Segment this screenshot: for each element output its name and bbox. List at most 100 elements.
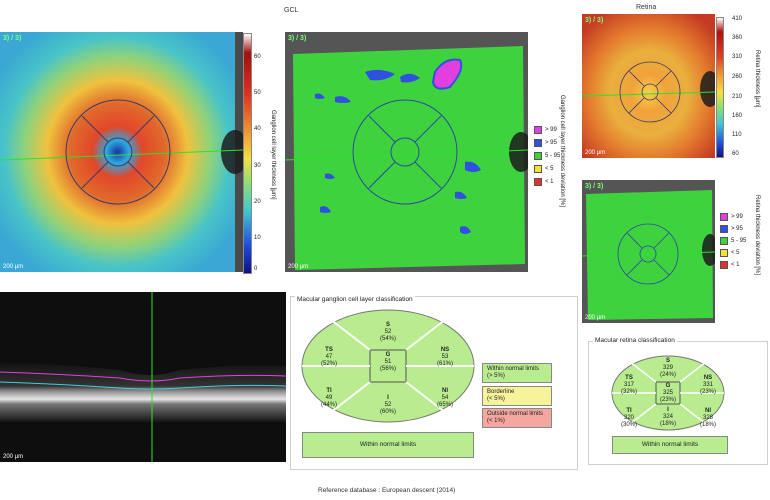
- retina-title: Retina: [636, 4, 657, 11]
- gcl-sector-ts-name: TS: [325, 347, 333, 353]
- gcl-sector-ns-name: NS: [440, 347, 450, 353]
- gcl-colorbar: [243, 33, 252, 274]
- gcl-legend-swatch-lt1: [534, 178, 542, 186]
- retina-classification-chart: [611, 355, 725, 431]
- gcl-sector-s-value: 52: [384, 329, 392, 335]
- gcl-sector-ti: TI 49 (44%): [312, 388, 346, 409]
- status-borderline-line2: (< 5%): [487, 396, 505, 402]
- status-borderline-box: Borderline (< 5%): [482, 386, 552, 406]
- retina-sector-ts-name: TS: [625, 375, 633, 381]
- gcl-sector-ns-pct: (61%): [436, 361, 453, 367]
- retina-legend-label-gt99: > 99: [731, 214, 743, 220]
- retina-result-bar: Within normal limits: [612, 436, 728, 454]
- retina-sector-ni-name: NI: [705, 408, 711, 414]
- gcl-legend-swatch-gt99: [534, 126, 542, 134]
- gcl-thickness-heatmap: [0, 32, 243, 272]
- retina-legend-swatch-gt99: [720, 213, 728, 221]
- oct-bscan[interactable]: 200 μm: [0, 292, 286, 462]
- gcl-tick-60: 60: [254, 54, 261, 60]
- gcl-legend-lt1: < 1: [534, 178, 554, 186]
- gcl-sector-i-pct: (60%): [379, 409, 396, 415]
- gcl-sector-g: G 51 (56%): [371, 352, 405, 373]
- retina-sector-ns: NS 331 (23%): [691, 375, 725, 396]
- gcl-deviation-label: Ganglion cell layer thickness deviation …: [559, 95, 565, 208]
- retina-sector-i-pct: (18%): [659, 421, 676, 427]
- retina-legend-label-5-95: 5 - 95: [731, 238, 747, 244]
- status-outside-box: Outside normal limits (< 1%): [482, 408, 552, 428]
- retina-deviation-image: [582, 180, 715, 323]
- retina-sector-ni-pct: (18%): [699, 422, 716, 428]
- retina-tick-310: 310: [732, 54, 743, 60]
- gcl-legend-label-gt99: > 99: [545, 127, 557, 133]
- gcl-deviation-map[interactable]: 3) / 3) 200 μm: [285, 32, 528, 272]
- gcl-sector-ns-value: 53: [441, 354, 449, 360]
- retina-colorbar: [716, 17, 724, 158]
- retina-thickness-scale: 200 μm: [585, 150, 606, 156]
- retina-legend-lt1: < 1: [720, 261, 740, 269]
- retina-sector-g-name: G: [665, 383, 671, 389]
- gcl-sector-ts-value: 47: [325, 354, 333, 360]
- oct-bscan-image: [0, 292, 286, 462]
- gcl-sector-ts-pct: (52%): [320, 361, 337, 367]
- gcl-legend-5-95: 5 - 95: [534, 152, 560, 160]
- retina-thickness-map[interactable]: 3) / 3) 200 μm: [582, 14, 715, 158]
- retina-sector-s-value: 329: [662, 365, 673, 371]
- retina-sector-s-pct: (24%): [659, 372, 676, 378]
- reference-database-footer: Reference database : European descent (2…: [318, 487, 456, 494]
- gcl-legend-swatch-gt95: [534, 139, 542, 147]
- retina-tick-410: 410: [732, 16, 743, 22]
- retina-classification-title: Macular retina classification: [593, 337, 677, 344]
- gcl-sector-i-name: I: [387, 395, 389, 401]
- retina-sector-g-value: 325: [662, 390, 673, 396]
- status-normal-box: Within normal limits (> 5%): [482, 363, 552, 383]
- gcl-legend-lt5: < 5: [534, 165, 554, 173]
- retina-deviation-scale: 200 μm: [585, 315, 606, 321]
- gcl-legend-label-gt95: > 95: [545, 140, 557, 146]
- gcl-sector-ni-pct: (65%): [436, 402, 453, 408]
- status-outside-line2: (< 1%): [487, 418, 505, 424]
- retina-sector-s: S 329 (24%): [651, 358, 685, 379]
- retina-legend-gt95: > 95: [720, 225, 743, 233]
- retina-tick-60: 60: [732, 151, 739, 157]
- gcl-thickness-scale: 200 μm: [3, 264, 24, 270]
- retina-sector-i-value: 324: [662, 414, 673, 420]
- retina-tick-210: 210: [732, 94, 743, 100]
- gcl-sector-ti-pct: (44%): [320, 402, 337, 408]
- gcl-deviation-scale: 200 μm: [288, 264, 309, 270]
- gcl-thickness-map[interactable]: 3) / 3) 200 μm: [0, 32, 243, 272]
- gcl-tick-30: 30: [254, 163, 261, 169]
- retina-legend-swatch-lt1: [720, 261, 728, 269]
- status-normal-line1: Within normal limits: [487, 366, 540, 372]
- gcl-tick-10: 10: [254, 235, 261, 241]
- retina-deviation-label: Retina thickness deviation [%]: [754, 195, 760, 276]
- gcl-sector-ni-name: NI: [442, 388, 448, 394]
- retina-legend-lt5: < 5: [720, 249, 740, 257]
- retina-sector-ti-value: 320: [623, 415, 634, 421]
- retina-tick-160: 160: [732, 113, 743, 119]
- retina-thickness-heatmap: [582, 14, 715, 158]
- gcl-tick-40: 40: [254, 126, 261, 132]
- status-normal-line2: (> 5%): [487, 373, 505, 379]
- retina-sector-ni-value: 328: [702, 415, 713, 421]
- gcl-tick-0: 0: [254, 266, 258, 272]
- retina-sector-ns-name: NS: [703, 375, 713, 381]
- gcl-sector-s: S 52 (54%): [371, 322, 405, 343]
- gcl-sector-s-pct: (54%): [379, 336, 396, 342]
- gcl-sector-g-pct: (56%): [379, 366, 396, 372]
- gcl-colorbar-label: Ganglion cell layer thickness [μm]: [270, 110, 276, 200]
- gcl-sector-ti-name: TI: [326, 388, 332, 394]
- gcl-classification-title: Macular ganglion cell layer classificati…: [295, 296, 415, 303]
- retina-deviation-map[interactable]: 3) / 3) 200 μm: [582, 180, 715, 323]
- gcl-classification-chart: [301, 309, 475, 423]
- gcl-tick-20: 20: [254, 199, 261, 205]
- retina-etdrs-grid: [619, 61, 681, 123]
- gcl-sector-ti-value: 49: [325, 395, 333, 401]
- retina-tick-260: 260: [732, 74, 743, 80]
- retina-tick-110: 110: [732, 132, 742, 138]
- gcl-sector-g-name: G: [385, 352, 391, 358]
- gcl-result-text: Within normal limits: [359, 441, 417, 448]
- retina-sector-g: G 325 (23%): [651, 383, 685, 404]
- retina-legend-gt99: > 99: [720, 213, 743, 221]
- gcl-sector-s-name: S: [385, 322, 390, 328]
- retina-sector-i: I 324 (18%): [651, 407, 685, 428]
